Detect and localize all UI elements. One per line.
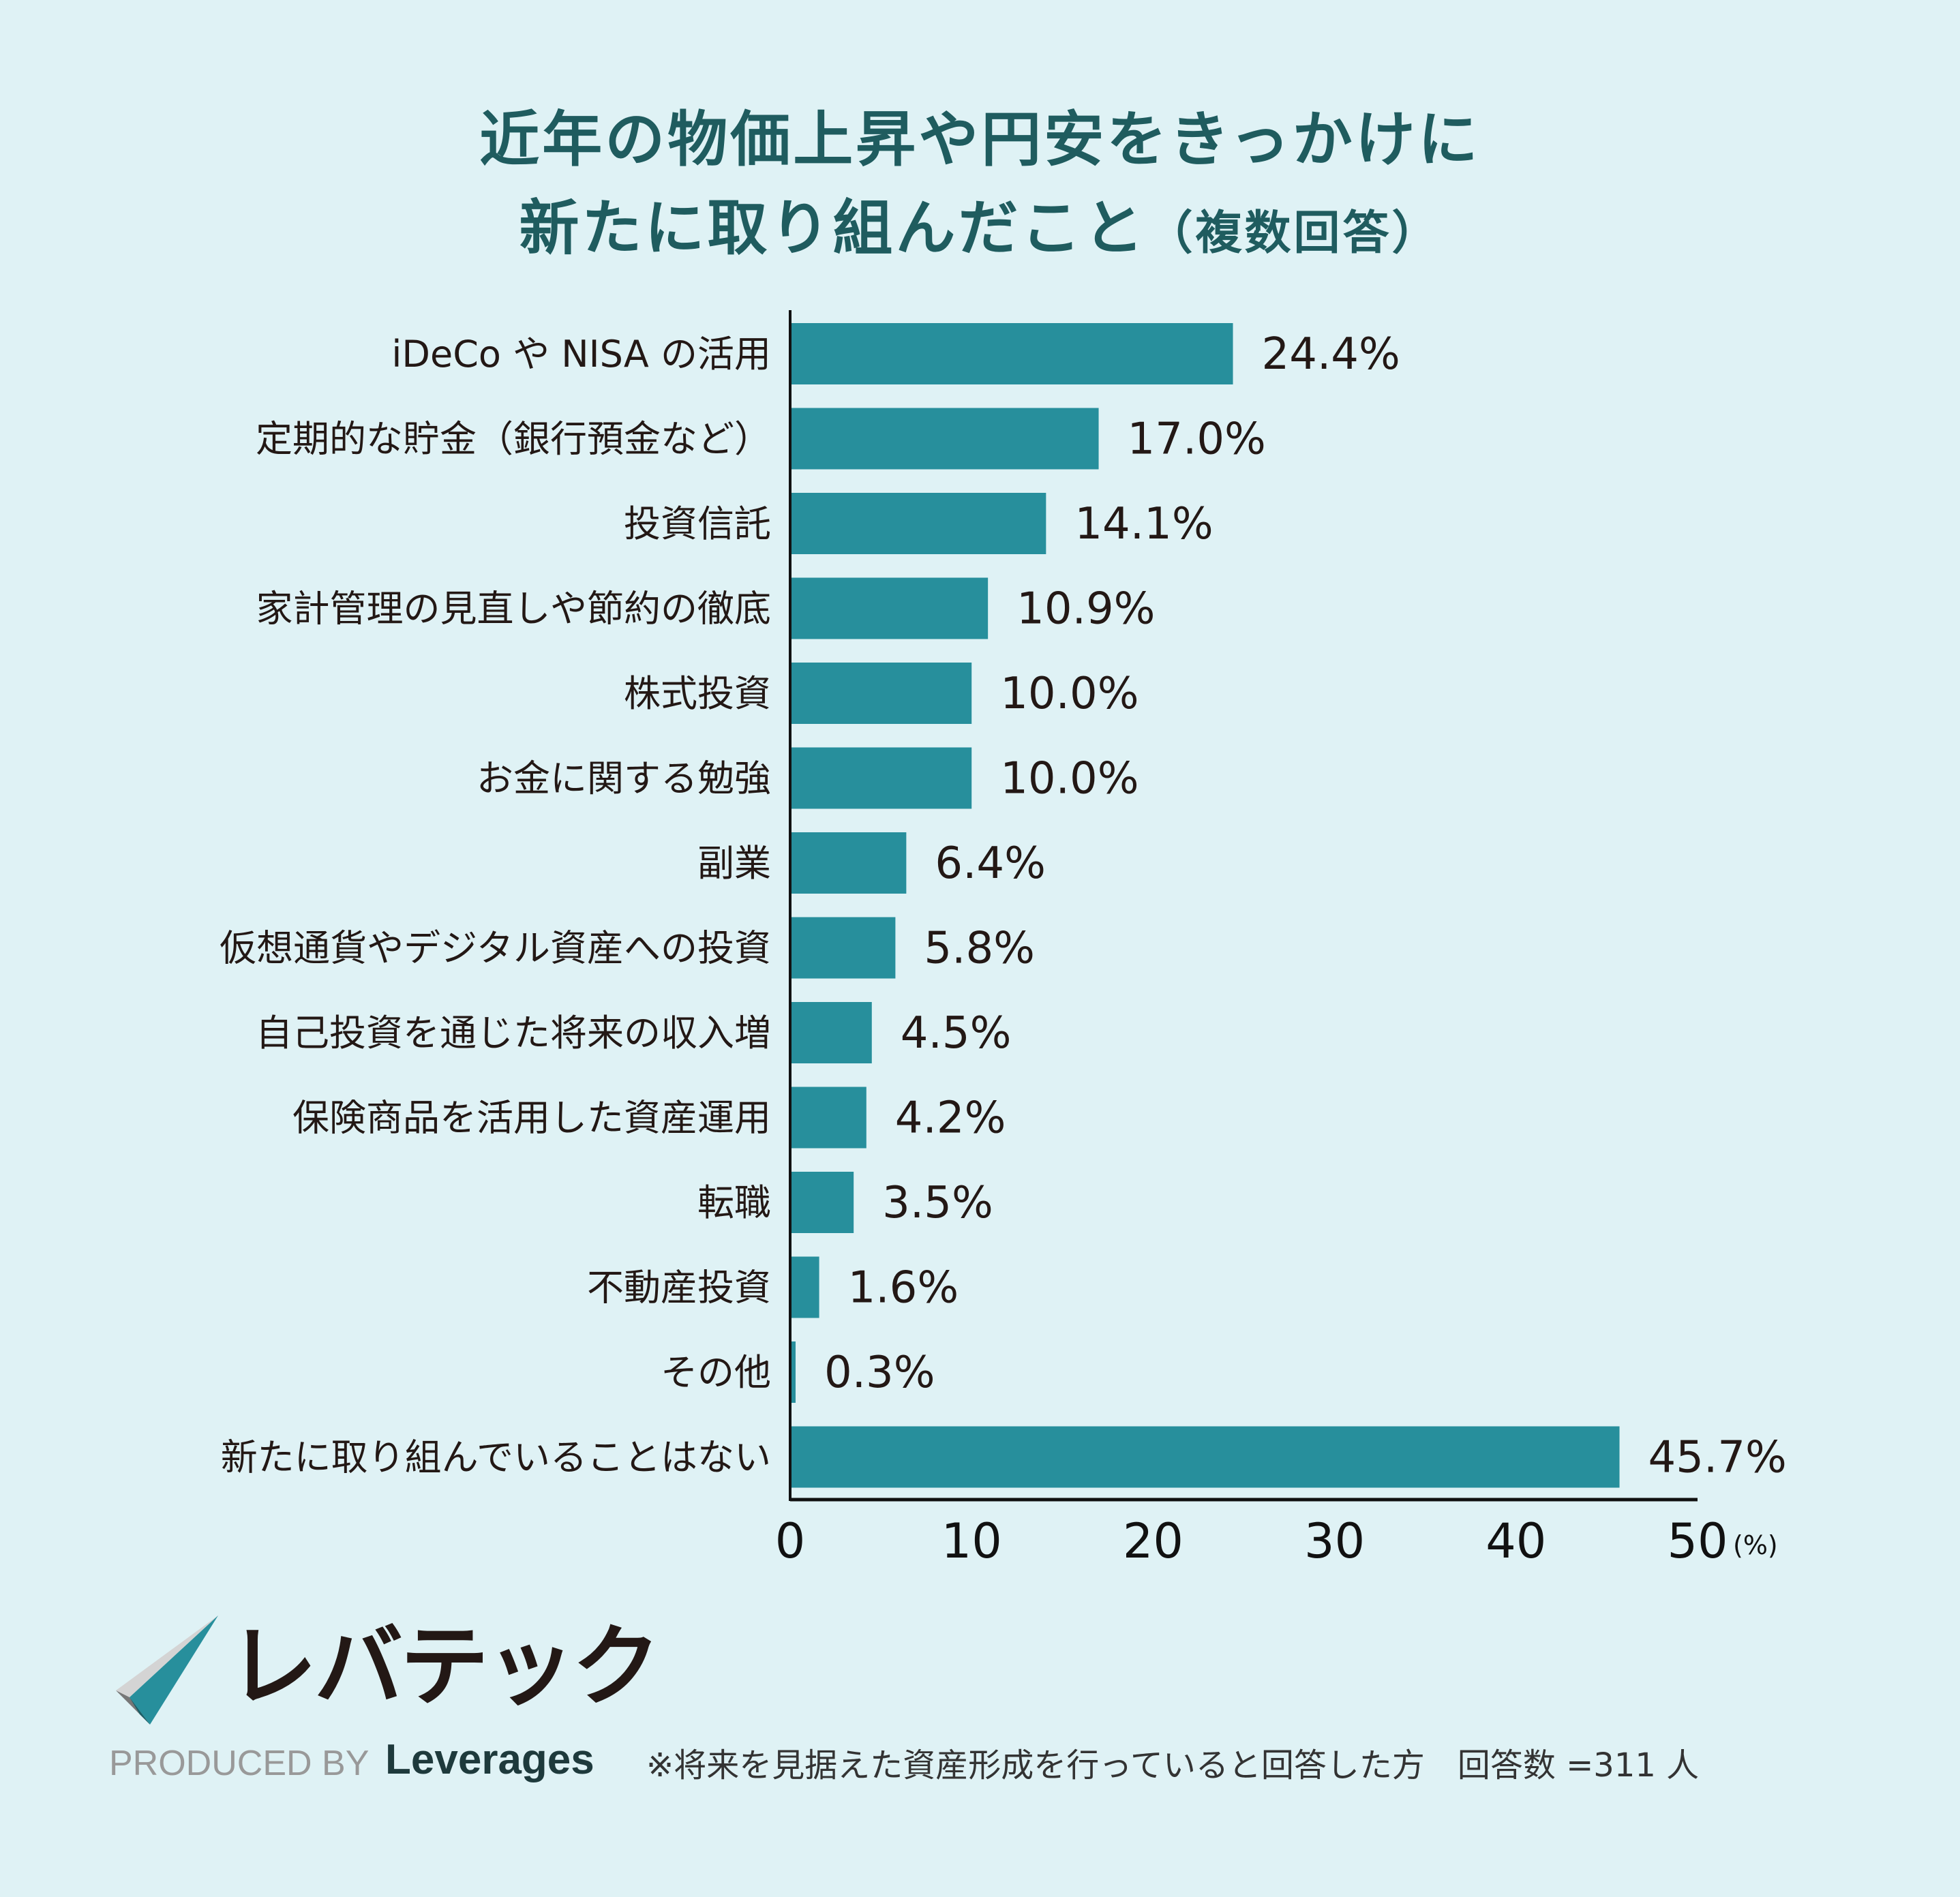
bar <box>790 663 972 724</box>
value-label: 14.1% <box>1074 499 1213 549</box>
value-label: 4.2% <box>895 1093 1006 1144</box>
value-label: 3.5% <box>882 1178 993 1228</box>
brand-name: Leverages <box>385 1736 594 1783</box>
bar <box>790 1002 872 1063</box>
produced-by: PRODUCED BY <box>109 1744 370 1783</box>
value-label: 10.0% <box>1000 669 1139 719</box>
bar <box>790 1087 866 1149</box>
bar <box>790 577 989 639</box>
category-label: 新たに取り組んでいることはない <box>221 1436 771 1479</box>
category-label: 不動産投資 <box>587 1266 771 1309</box>
value-label: 4.5% <box>901 1008 1012 1059</box>
bar <box>790 832 907 894</box>
logo-name: レバテック <box>228 1615 661 1718</box>
chart-title-line2: 新たに取り組んだこと（複数回答） <box>0 191 1960 271</box>
x-tick-label: 30 <box>1304 1513 1365 1569</box>
x-axis-unit: (%) <box>1733 1530 1778 1560</box>
category-label: iDeCo や NISA の活用 <box>391 333 771 376</box>
bar <box>790 1256 819 1318</box>
x-tick-label: 50 <box>1667 1513 1728 1569</box>
x-tick-label: 10 <box>941 1513 1002 1569</box>
chart-title-line1: 近年の物価上昇や円安をきっかけに <box>479 104 1481 174</box>
value-label: 5.8% <box>924 924 1035 974</box>
bar <box>790 408 1099 470</box>
bar <box>790 1426 1620 1488</box>
logo-mark-icon <box>116 1615 218 1725</box>
category-label: 副業 <box>697 842 771 885</box>
bar <box>790 747 972 809</box>
value-label: 1.6% <box>848 1263 959 1314</box>
x-tick-label: 0 <box>775 1513 806 1569</box>
value-label: 0.3% <box>824 1348 935 1398</box>
x-tick-label: 20 <box>1123 1513 1183 1569</box>
category-label: 定期的な貯金（銀行預金など） <box>256 418 771 461</box>
category-label: 投資信託 <box>624 502 771 545</box>
bar <box>790 323 1233 384</box>
value-label: 45.7% <box>1648 1433 1787 1483</box>
title-suffix: （複数回答） <box>1146 207 1441 260</box>
bar <box>790 1172 854 1233</box>
bar <box>790 917 896 979</box>
value-label: 6.4% <box>935 838 1046 889</box>
category-label: 保険商品を活用した資産運用 <box>292 1097 771 1140</box>
category-label: お金に関する勉強 <box>477 757 771 800</box>
bar <box>790 1341 796 1403</box>
x-tick-label: 40 <box>1486 1513 1546 1569</box>
category-label: 家計管理の見直しや節約の徹底 <box>256 588 771 631</box>
category-label: 株式投資 <box>624 672 771 715</box>
title-main: 新たに取り組んだこと <box>519 193 1147 263</box>
value-label: 10.0% <box>1000 754 1139 804</box>
category-label: 仮想通貨やデジタル資産への投資 <box>220 927 771 970</box>
value-label: 24.4% <box>1262 329 1400 380</box>
value-label: 10.9% <box>1016 584 1155 635</box>
category-label: 自己投資を通じた将来の収入増 <box>256 1012 771 1054</box>
value-label: 17.0% <box>1128 414 1266 465</box>
footnote: ※将来を見据えた資産形成を行っていると回答した方 回答数 =311 人 <box>646 1746 1700 1785</box>
bar <box>790 493 1046 554</box>
category-label: その他 <box>661 1351 771 1394</box>
category-label: 転職 <box>697 1181 771 1224</box>
